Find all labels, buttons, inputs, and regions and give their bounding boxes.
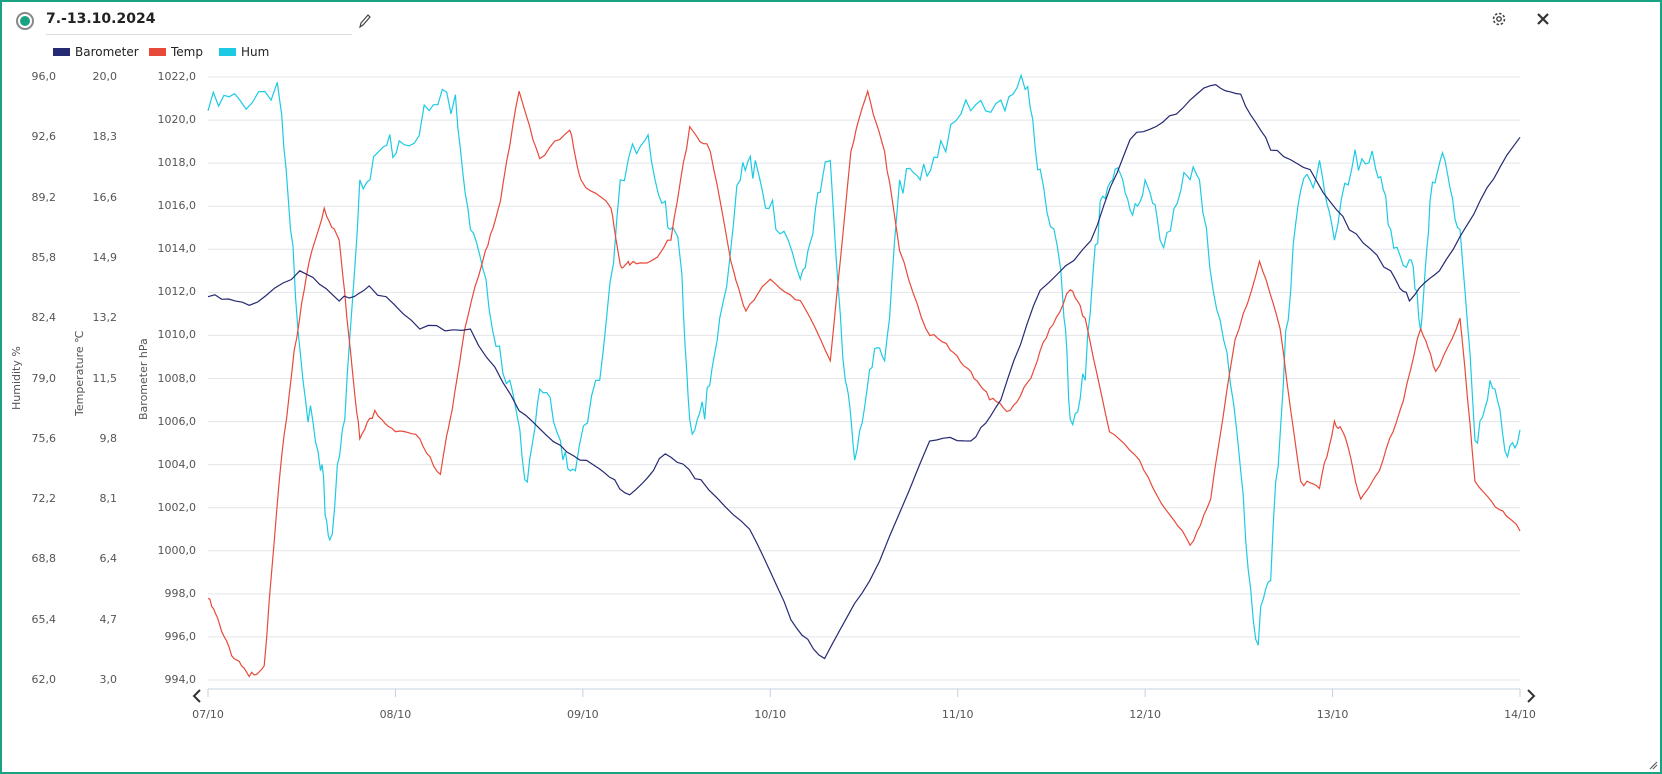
hum-tick-label: 72,2: [31, 492, 57, 506]
x-tick-label: 14/10: [1504, 708, 1536, 721]
series-line-hum: [207, 73, 1521, 646]
hum-tick-label: 75,6: [31, 431, 57, 445]
baro-tick-label: 1020,0: [157, 113, 197, 127]
x-tick-label: 11/10: [941, 708, 974, 721]
legend-swatch: [219, 48, 236, 56]
legend-item-hum[interactable]: Hum: [219, 45, 269, 59]
hum-tick-label: 92,6: [31, 130, 57, 144]
hum-tick-label: 65,4: [31, 612, 57, 626]
scroll-right-icon[interactable]: [1525, 688, 1537, 704]
hum-tick-label: 89,2: [31, 190, 57, 204]
baro-tick-label: 1022,0: [157, 70, 197, 83]
series-line-temp: [207, 89, 1521, 678]
baro-tick-label: 1004,0: [157, 457, 197, 471]
gear-icon[interactable]: [1490, 10, 1508, 28]
baro-tick-label: 1008,0: [157, 371, 197, 385]
x-tick-label: 12/10: [1129, 708, 1161, 721]
temp-tick-label: 6,4: [99, 552, 118, 566]
baro-tick-label: 1018,0: [157, 156, 197, 170]
legend-item-temp[interactable]: Temp: [149, 45, 203, 59]
temp-tick-label: 9,8: [99, 431, 118, 445]
baro-tick-label: 994,0: [164, 673, 197, 686]
temp-tick-label: 11,5: [92, 371, 118, 385]
resize-handle-icon[interactable]: [1648, 760, 1658, 770]
hum-tick-label: 62,0: [31, 673, 57, 686]
x-tick-label: 09/10: [566, 708, 599, 721]
baro-tick-label: 996,0: [164, 629, 197, 643]
series-line-barometer: [207, 83, 1521, 660]
legend-label: Hum: [241, 45, 270, 59]
temp-tick-label: 4,7: [99, 612, 118, 626]
temp-tick-label: 3,0: [99, 673, 118, 686]
legend-label: Temp: [171, 45, 203, 59]
hum-tick-label: 96,0: [31, 70, 57, 83]
baro-tick-label: 1016,0: [157, 199, 197, 213]
chart-title[interactable]: 7.-13.10.2024: [46, 11, 156, 27]
pencil-icon[interactable]: [357, 13, 371, 29]
baro-tick-label: 1000,0: [157, 543, 197, 557]
radio-selected-icon[interactable]: [15, 11, 35, 31]
legend-swatch: [53, 48, 70, 56]
hum-tick-label: 82,4: [31, 311, 57, 325]
baro-tick-label: 1006,0: [157, 414, 197, 428]
close-icon[interactable]: [1536, 12, 1550, 26]
legend-swatch: [149, 48, 166, 56]
hum-tick-label: 85,8: [31, 250, 57, 264]
legend-item-barometer[interactable]: Barometer: [53, 45, 139, 59]
x-tick-label: 08/10: [379, 708, 412, 721]
hum-tick-label: 68,8: [31, 552, 57, 566]
temp-tick-label: 8,1: [99, 492, 118, 506]
temp-tick-label: 20,0: [92, 70, 118, 83]
baro-tick-label: 1002,0: [157, 500, 197, 514]
temp-tick-label: 18,3: [92, 130, 118, 144]
hum-tick-label: 79,0: [31, 371, 57, 385]
legend-label: Barometer: [75, 45, 139, 59]
temp-tick-label: 14,9: [92, 250, 118, 264]
baro-tick-label: 998,0: [164, 586, 197, 600]
scroll-left-icon[interactable]: [191, 688, 203, 704]
baro-tick-label: 1010,0: [157, 328, 197, 342]
baro-tick-label: 1014,0: [157, 242, 197, 256]
temp-tick-label: 13,2: [92, 311, 118, 325]
x-tick-label: 07/10: [192, 708, 224, 721]
temp-tick-label: 16,6: [92, 190, 118, 204]
title-underline: [46, 34, 352, 35]
baro-tick-label: 1012,0: [157, 285, 197, 299]
x-tick-label: 13/10: [1316, 708, 1349, 721]
x-tick-label: 10/10: [754, 708, 787, 721]
